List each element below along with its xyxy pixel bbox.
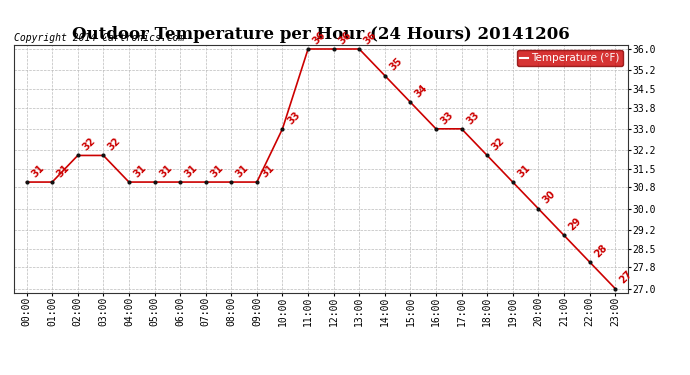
Text: 32: 32 [490,136,506,153]
Text: 35: 35 [388,56,404,73]
Text: 31: 31 [515,163,532,179]
Text: 31: 31 [234,163,250,179]
Text: 34: 34 [413,83,430,99]
Text: 31: 31 [30,163,46,179]
Text: 31: 31 [55,163,72,179]
Text: 33: 33 [439,110,455,126]
Text: 29: 29 [566,216,583,232]
Text: 36: 36 [362,30,379,46]
Text: 33: 33 [285,110,302,126]
Text: 36: 36 [337,30,353,46]
Text: 30: 30 [541,189,558,206]
Text: 32: 32 [106,136,123,153]
Text: 27: 27 [618,269,635,286]
Text: 36: 36 [310,30,328,46]
Text: Copyright 2014 Cartronics.com: Copyright 2014 Cartronics.com [14,33,184,42]
Text: 33: 33 [464,110,481,126]
Text: 31: 31 [132,163,148,179]
Legend: Temperature (°F): Temperature (°F) [517,50,622,66]
Text: 28: 28 [592,242,609,259]
Text: 31: 31 [259,163,276,179]
Title: Outdoor Temperature per Hour (24 Hours) 20141206: Outdoor Temperature per Hour (24 Hours) … [72,27,570,44]
Text: 31: 31 [183,163,199,179]
Text: 31: 31 [208,163,225,179]
Text: 31: 31 [157,163,174,179]
Text: 32: 32 [81,136,97,153]
